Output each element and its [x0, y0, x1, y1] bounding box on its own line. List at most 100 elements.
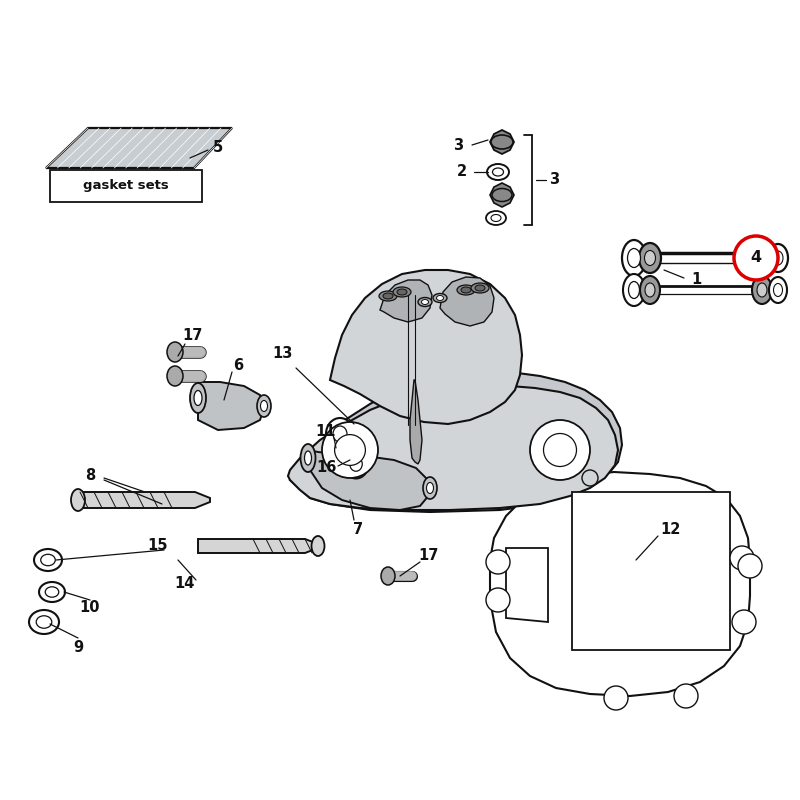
- Ellipse shape: [305, 451, 311, 465]
- Circle shape: [674, 684, 698, 708]
- Polygon shape: [490, 472, 750, 696]
- Ellipse shape: [757, 250, 767, 266]
- Ellipse shape: [190, 383, 206, 413]
- Polygon shape: [380, 280, 432, 322]
- Circle shape: [732, 610, 756, 634]
- Text: 8: 8: [85, 469, 95, 483]
- Polygon shape: [46, 128, 232, 168]
- Ellipse shape: [461, 287, 471, 293]
- Text: 6: 6: [233, 358, 243, 374]
- Text: gasket sets: gasket sets: [83, 179, 169, 193]
- Text: 3: 3: [453, 138, 463, 153]
- Text: 13: 13: [272, 346, 292, 362]
- Ellipse shape: [381, 567, 395, 585]
- Ellipse shape: [167, 342, 183, 362]
- Polygon shape: [572, 492, 730, 650]
- Circle shape: [582, 470, 598, 486]
- Ellipse shape: [640, 276, 660, 304]
- Ellipse shape: [491, 135, 513, 149]
- Ellipse shape: [752, 276, 772, 304]
- Text: 16: 16: [316, 461, 336, 475]
- Ellipse shape: [471, 283, 489, 293]
- Ellipse shape: [486, 211, 506, 225]
- Ellipse shape: [167, 366, 183, 386]
- Circle shape: [322, 422, 378, 478]
- Ellipse shape: [457, 285, 475, 295]
- Circle shape: [730, 546, 754, 570]
- Polygon shape: [198, 539, 318, 553]
- Circle shape: [486, 588, 510, 612]
- Polygon shape: [290, 372, 622, 512]
- Text: 10: 10: [80, 601, 100, 615]
- Ellipse shape: [623, 274, 645, 306]
- Ellipse shape: [326, 418, 354, 450]
- Polygon shape: [490, 183, 514, 207]
- Text: 12: 12: [660, 522, 680, 538]
- Ellipse shape: [645, 250, 655, 266]
- Ellipse shape: [627, 249, 641, 267]
- Ellipse shape: [350, 457, 362, 471]
- Ellipse shape: [301, 444, 315, 472]
- Ellipse shape: [773, 251, 783, 265]
- Ellipse shape: [393, 287, 411, 297]
- Ellipse shape: [645, 283, 655, 297]
- Circle shape: [734, 236, 778, 280]
- Polygon shape: [198, 376, 264, 430]
- Ellipse shape: [71, 489, 85, 511]
- Circle shape: [604, 686, 628, 710]
- Ellipse shape: [769, 277, 787, 303]
- Text: 1: 1: [691, 273, 701, 287]
- Ellipse shape: [418, 298, 432, 306]
- Text: 17: 17: [418, 549, 438, 563]
- Ellipse shape: [629, 282, 639, 298]
- Text: 17: 17: [182, 329, 202, 343]
- Ellipse shape: [39, 582, 65, 602]
- Ellipse shape: [493, 168, 503, 176]
- Ellipse shape: [751, 243, 773, 273]
- Ellipse shape: [383, 293, 393, 299]
- Ellipse shape: [194, 390, 202, 406]
- Ellipse shape: [343, 450, 369, 478]
- Circle shape: [543, 434, 577, 466]
- Polygon shape: [308, 448, 430, 510]
- Text: 4: 4: [750, 250, 762, 266]
- Ellipse shape: [433, 294, 447, 302]
- Ellipse shape: [257, 395, 271, 417]
- Ellipse shape: [491, 214, 501, 222]
- Ellipse shape: [36, 616, 52, 628]
- Text: 3: 3: [549, 173, 559, 187]
- FancyBboxPatch shape: [50, 170, 202, 202]
- Ellipse shape: [333, 426, 347, 442]
- Polygon shape: [410, 380, 422, 464]
- Ellipse shape: [41, 554, 55, 566]
- Text: 14: 14: [175, 577, 195, 591]
- Ellipse shape: [757, 283, 767, 297]
- Ellipse shape: [475, 285, 485, 291]
- Ellipse shape: [492, 189, 512, 202]
- Ellipse shape: [379, 291, 397, 301]
- Polygon shape: [440, 277, 494, 326]
- Ellipse shape: [423, 477, 437, 499]
- Ellipse shape: [487, 164, 509, 180]
- Polygon shape: [78, 492, 210, 508]
- Circle shape: [738, 554, 762, 578]
- Ellipse shape: [426, 482, 434, 494]
- Ellipse shape: [768, 244, 788, 272]
- Ellipse shape: [46, 587, 58, 597]
- Ellipse shape: [639, 243, 661, 273]
- Ellipse shape: [422, 299, 429, 305]
- Polygon shape: [288, 386, 618, 510]
- Polygon shape: [330, 270, 522, 424]
- Text: 5: 5: [213, 139, 223, 154]
- Circle shape: [334, 434, 366, 466]
- Polygon shape: [506, 548, 548, 622]
- Ellipse shape: [397, 289, 407, 295]
- Text: 11: 11: [316, 425, 336, 439]
- Text: 9: 9: [73, 641, 83, 655]
- Ellipse shape: [29, 610, 59, 634]
- Circle shape: [486, 550, 510, 574]
- Circle shape: [530, 420, 590, 480]
- Ellipse shape: [34, 549, 62, 571]
- Text: 7: 7: [353, 522, 363, 538]
- Ellipse shape: [261, 401, 267, 411]
